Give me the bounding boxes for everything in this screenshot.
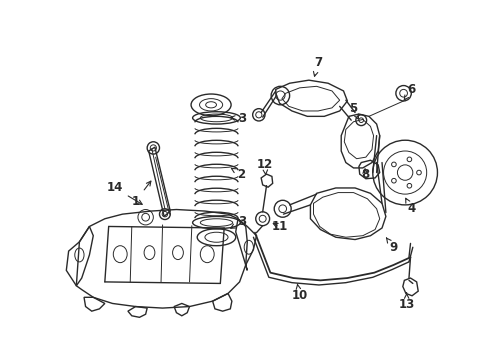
Text: 1: 1 [131,181,151,208]
Text: 3: 3 [231,215,246,228]
Text: 3: 3 [230,112,246,125]
Text: 5: 5 [349,102,359,119]
Text: 2: 2 [231,168,245,181]
Text: 11: 11 [271,220,288,233]
Text: 10: 10 [292,284,308,302]
Text: 12: 12 [257,158,273,175]
Text: 13: 13 [398,293,415,311]
Text: 7: 7 [314,56,322,76]
Text: 6: 6 [404,83,416,100]
Text: 8: 8 [361,168,369,181]
Text: 4: 4 [406,198,416,215]
Text: 14: 14 [107,181,142,204]
Text: 9: 9 [387,238,398,254]
